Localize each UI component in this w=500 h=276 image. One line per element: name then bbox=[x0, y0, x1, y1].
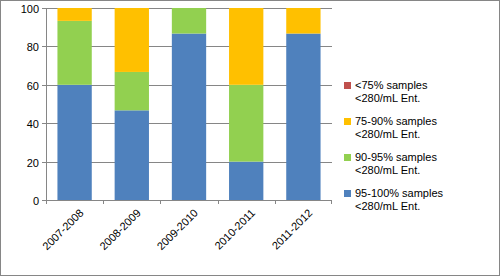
legend-swatch bbox=[344, 190, 351, 197]
bar-segment bbox=[115, 110, 149, 200]
legend-line: <280/mL Ent. bbox=[355, 200, 420, 212]
bar-segment bbox=[229, 162, 263, 200]
bar-segment bbox=[172, 8, 206, 34]
bar-segment bbox=[286, 8, 320, 34]
x-tick bbox=[103, 200, 104, 204]
bar-segment bbox=[172, 8, 206, 9]
legend-swatch bbox=[344, 154, 351, 161]
bar-segment bbox=[229, 8, 263, 85]
x-tick-label: 2008-2009 bbox=[97, 207, 143, 253]
legend-label: <75% samples<280/mL Ent. bbox=[355, 79, 428, 104]
bar-segment bbox=[172, 8, 206, 9]
y-tick-label: 40 bbox=[27, 118, 39, 130]
bar-segment bbox=[286, 8, 320, 9]
x-tick-label: 2011-2012 bbox=[269, 207, 314, 252]
bar-segment bbox=[57, 8, 91, 9]
bar-segment bbox=[115, 72, 149, 110]
bar-segment bbox=[57, 21, 91, 85]
x-tick bbox=[331, 200, 332, 204]
legend-line: 90-95% samples bbox=[355, 151, 437, 163]
y-axis bbox=[46, 8, 47, 200]
legend-swatch bbox=[344, 118, 351, 125]
chart-frame bbox=[1, 1, 500, 276]
y-tick-label: 100 bbox=[21, 3, 39, 15]
x-axis bbox=[46, 200, 332, 201]
y-tick-label: 80 bbox=[27, 41, 39, 53]
legend: <75% samples<280/mL Ent.75-90% samples<2… bbox=[344, 79, 444, 212]
grid-line bbox=[46, 200, 332, 201]
x-tick-label: 2007-2008 bbox=[40, 207, 86, 253]
legend-swatch bbox=[344, 82, 351, 89]
bar-segment bbox=[172, 34, 206, 200]
y-tick bbox=[42, 123, 46, 124]
y-tick-label: 60 bbox=[27, 80, 39, 92]
legend-line: <280/mL Ent. bbox=[355, 164, 420, 176]
bar-segment bbox=[229, 85, 263, 162]
bar-segment bbox=[115, 8, 149, 72]
x-tick bbox=[160, 200, 161, 204]
x-tick-label: 2010-2011 bbox=[212, 207, 257, 252]
y-tick-label: 0 bbox=[33, 195, 39, 207]
bars bbox=[57, 8, 320, 200]
bar-segment bbox=[57, 85, 91, 200]
legend-line: 95-100% samples bbox=[355, 187, 444, 199]
y-tick bbox=[42, 46, 46, 47]
legend-line: 75-90% samples bbox=[355, 115, 437, 127]
x-tick bbox=[218, 200, 219, 204]
legend-line: <280/mL Ent. bbox=[355, 128, 420, 140]
legend-label: 95-100% samples<280/mL Ent. bbox=[355, 187, 444, 212]
x-tick bbox=[275, 200, 276, 204]
y-tick bbox=[42, 162, 46, 163]
y-tick bbox=[42, 200, 46, 201]
y-tick-label: 20 bbox=[27, 157, 39, 169]
legend-line: <75% samples bbox=[355, 79, 428, 91]
bar-segment bbox=[229, 8, 263, 9]
x-tick-label: 2009-2010 bbox=[154, 207, 200, 253]
bar-segment bbox=[57, 8, 91, 21]
x-tick bbox=[46, 200, 47, 204]
y-tick bbox=[42, 85, 46, 86]
legend-label: 90-95% samples<280/mL Ent. bbox=[355, 151, 437, 176]
legend-label: 75-90% samples<280/mL Ent. bbox=[355, 115, 437, 140]
legend-line: <280/mL Ent. bbox=[355, 92, 420, 104]
chart: 0 20 40 60 80 100 2007-20082008-20092009-2010 2… bbox=[0, 0, 500, 276]
y-tick bbox=[42, 8, 46, 9]
bar-segment bbox=[115, 8, 149, 9]
bar-segment bbox=[286, 34, 320, 200]
